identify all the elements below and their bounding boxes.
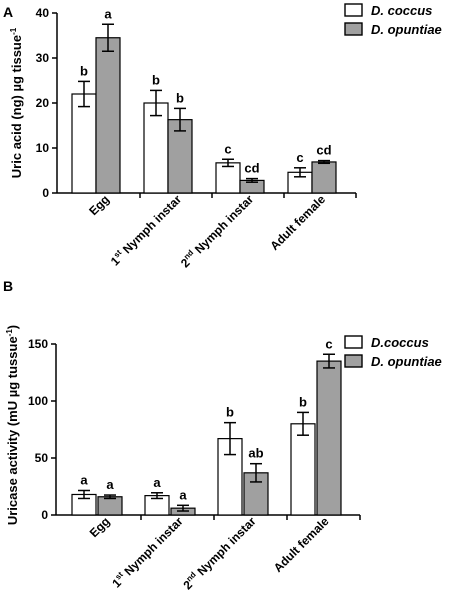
panel-a-uric-acid-chart: A Uric acid (ng) µg tissue-1 0 10 20 30 40 b…: [3, 3, 442, 270]
category-label: Adult female: [271, 514, 332, 575]
significance-letter: a: [153, 475, 161, 490]
y-tick-label: 0: [41, 508, 48, 522]
significance-letter: b: [226, 405, 234, 420]
significance-letter: cd: [316, 143, 331, 158]
error-bar: [150, 89, 162, 117]
category-label: 2nd Nymph instar: [180, 513, 259, 592]
significance-letter: c: [224, 141, 231, 156]
y-tick-label: 40: [36, 6, 50, 20]
legend-label: D. opuntiae: [371, 22, 442, 37]
category-label: 2nd Nymph instar: [177, 191, 256, 270]
y-tick-label: 10: [36, 141, 50, 155]
bar-opuntiae: [311, 161, 337, 194]
significance-letter: cd: [244, 161, 259, 176]
panel-b-y-axis-label: Uricase activity (mU µg tussue-1): [5, 325, 20, 525]
bar-coccus: [143, 102, 169, 194]
significance-letter: b: [299, 394, 307, 409]
y-tick-label: 100: [28, 394, 48, 408]
category-label: 1st Nymph instar: [107, 191, 184, 268]
significance-letter: a: [179, 487, 187, 502]
panel-a-letter: A: [3, 4, 13, 20]
significance-letter: ab: [248, 446, 263, 461]
error-bar: [102, 23, 114, 52]
legend-label: D. coccus: [371, 3, 432, 18]
bar-coccus: [290, 423, 316, 516]
panel-b-letter: B: [3, 278, 13, 294]
significance-letter: c: [325, 336, 332, 351]
y-tick-label: 20: [36, 96, 50, 110]
category-label: Egg: [86, 192, 112, 218]
y-tick-label: 0: [42, 186, 49, 200]
error-bar: [174, 107, 186, 132]
bar-coccus: [217, 438, 243, 516]
error-bar: [297, 411, 309, 436]
legend-swatch: [344, 335, 363, 349]
legend-swatch: [344, 3, 363, 17]
y-tick-label: 150: [28, 337, 48, 351]
bar-opuntiae: [316, 360, 342, 516]
error-bar: [222, 158, 234, 168]
significance-letter: b: [152, 72, 160, 87]
error-bar: [177, 504, 189, 512]
error-bar: [78, 489, 90, 500]
y-tick-label: 50: [35, 451, 49, 465]
error-bar: [151, 492, 163, 500]
bar-opuntiae: [167, 119, 193, 194]
error-bar: [250, 462, 262, 483]
panel-a-legend: D. coccus D. opuntiae: [344, 3, 442, 37]
panel-b-uricase-chart: B Uricase activity (mU µg tussue-1) 0 50 1…: [3, 278, 442, 592]
error-bar: [224, 421, 236, 456]
legend-swatch: [344, 22, 363, 36]
significance-letter: a: [106, 477, 114, 492]
category-label: Egg: [87, 514, 113, 540]
panel-a-y-axis-label: Uric acid (ng) µg tissue-1: [9, 27, 24, 178]
category-label: 1st Nymph instar: [109, 513, 186, 590]
error-bar: [323, 353, 335, 369]
significance-letter: a: [104, 6, 112, 21]
error-bar: [104, 494, 116, 500]
significance-letter: b: [176, 90, 184, 105]
significance-letter: c: [296, 150, 303, 165]
error-bar: [78, 80, 90, 108]
bar-opuntiae: [95, 37, 121, 194]
bar-coccus: [215, 162, 241, 194]
significance-letter: b: [80, 63, 88, 78]
legend-label: D.coccus: [371, 335, 429, 350]
legend-swatch: [344, 354, 363, 368]
significance-letter: a: [80, 472, 88, 487]
error-bar: [246, 177, 258, 183]
bar-opuntiae: [97, 496, 123, 516]
bar-coccus: [71, 93, 97, 194]
error-bar: [294, 167, 306, 178]
y-tick-label: 30: [36, 51, 50, 65]
category-label: Adult female: [267, 192, 328, 253]
panel-b-legend: D.coccus D. opuntiae: [344, 335, 442, 369]
error-bar: [318, 159, 330, 165]
legend-label: D. opuntiae: [371, 354, 442, 369]
